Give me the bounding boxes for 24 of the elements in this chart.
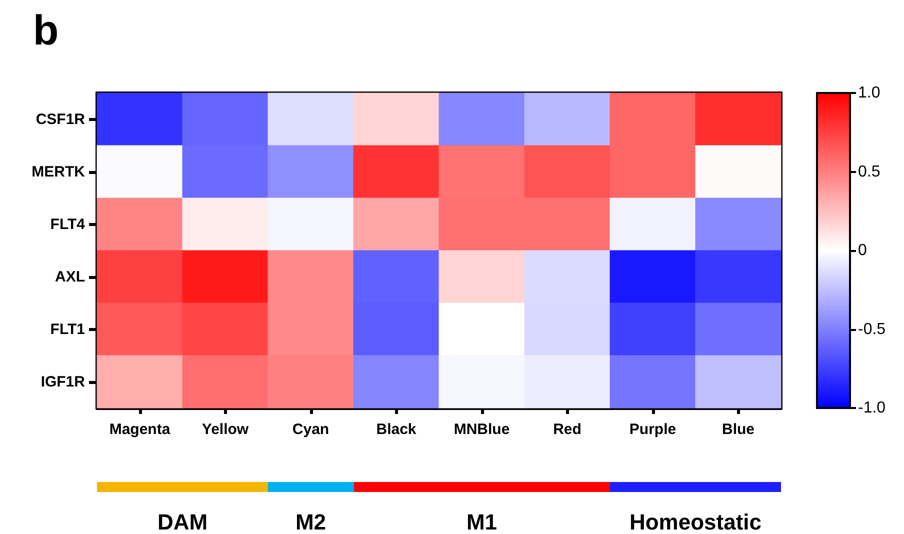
y-tick-label: IGF1R xyxy=(40,373,86,390)
color-bar-label: -0.5 xyxy=(858,320,886,338)
x-tick-label: Magenta xyxy=(109,421,171,438)
x-tick-label: Cyan xyxy=(292,421,330,438)
x-tick-label: Black xyxy=(376,421,417,438)
y-tick-label: FLT1 xyxy=(50,320,85,338)
text: Homeostatic xyxy=(629,510,762,534)
text: DAM xyxy=(157,510,208,534)
x-tick-label: Yellow xyxy=(202,421,249,438)
x-tick-label: Blue xyxy=(722,421,755,438)
chart-title: b xyxy=(33,6,59,54)
y-tick-label: CSF1R xyxy=(36,110,86,128)
x-tick-label: MNBlue xyxy=(454,421,510,438)
color-bar-label: -1.0 xyxy=(858,400,886,416)
color-bar-label: 1.0 xyxy=(858,84,880,102)
x-tick-label: Purple xyxy=(629,421,676,438)
text: M2 xyxy=(295,510,326,534)
color-bar-label: 0 xyxy=(858,242,867,259)
color-bar-label: 0.5 xyxy=(858,163,880,180)
text: M1 xyxy=(466,510,498,534)
x-tick-label: Red xyxy=(553,421,582,438)
y-tick-label: MERTK xyxy=(32,163,86,180)
y-tick-label: FLT4 xyxy=(50,216,86,233)
y-tick-label: AXL xyxy=(55,268,85,286)
